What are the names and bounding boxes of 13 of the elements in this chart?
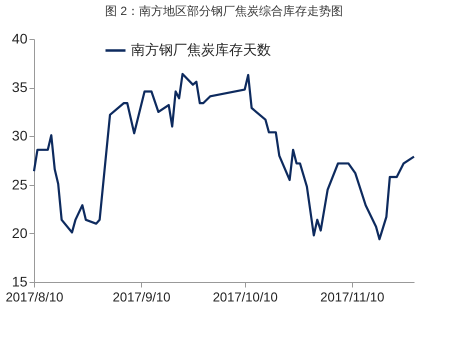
x-tick-label: 2017/9/10	[112, 290, 171, 304]
line-series	[32, 72, 416, 240]
y-tick-label: 30	[12, 128, 28, 144]
y-tick-label: 15	[12, 274, 28, 290]
y-tick-label: 20	[12, 224, 28, 241]
y-tick-label: 25	[12, 176, 28, 192]
y-tick-label: 35	[12, 79, 28, 96]
legend-label: 南方钢厂焦炭库存天数	[131, 42, 271, 58]
x-tick-label: 2017/11/10	[320, 290, 384, 304]
x-tick-label: 2017/8/10	[6, 290, 64, 304]
y-tick-label: 40	[12, 30, 28, 46]
x-tick-label: 2017/10/10	[212, 290, 278, 304]
chart-title: 图 2：南方地区部分钢厂焦炭综合库存走势图	[104, 4, 344, 18]
